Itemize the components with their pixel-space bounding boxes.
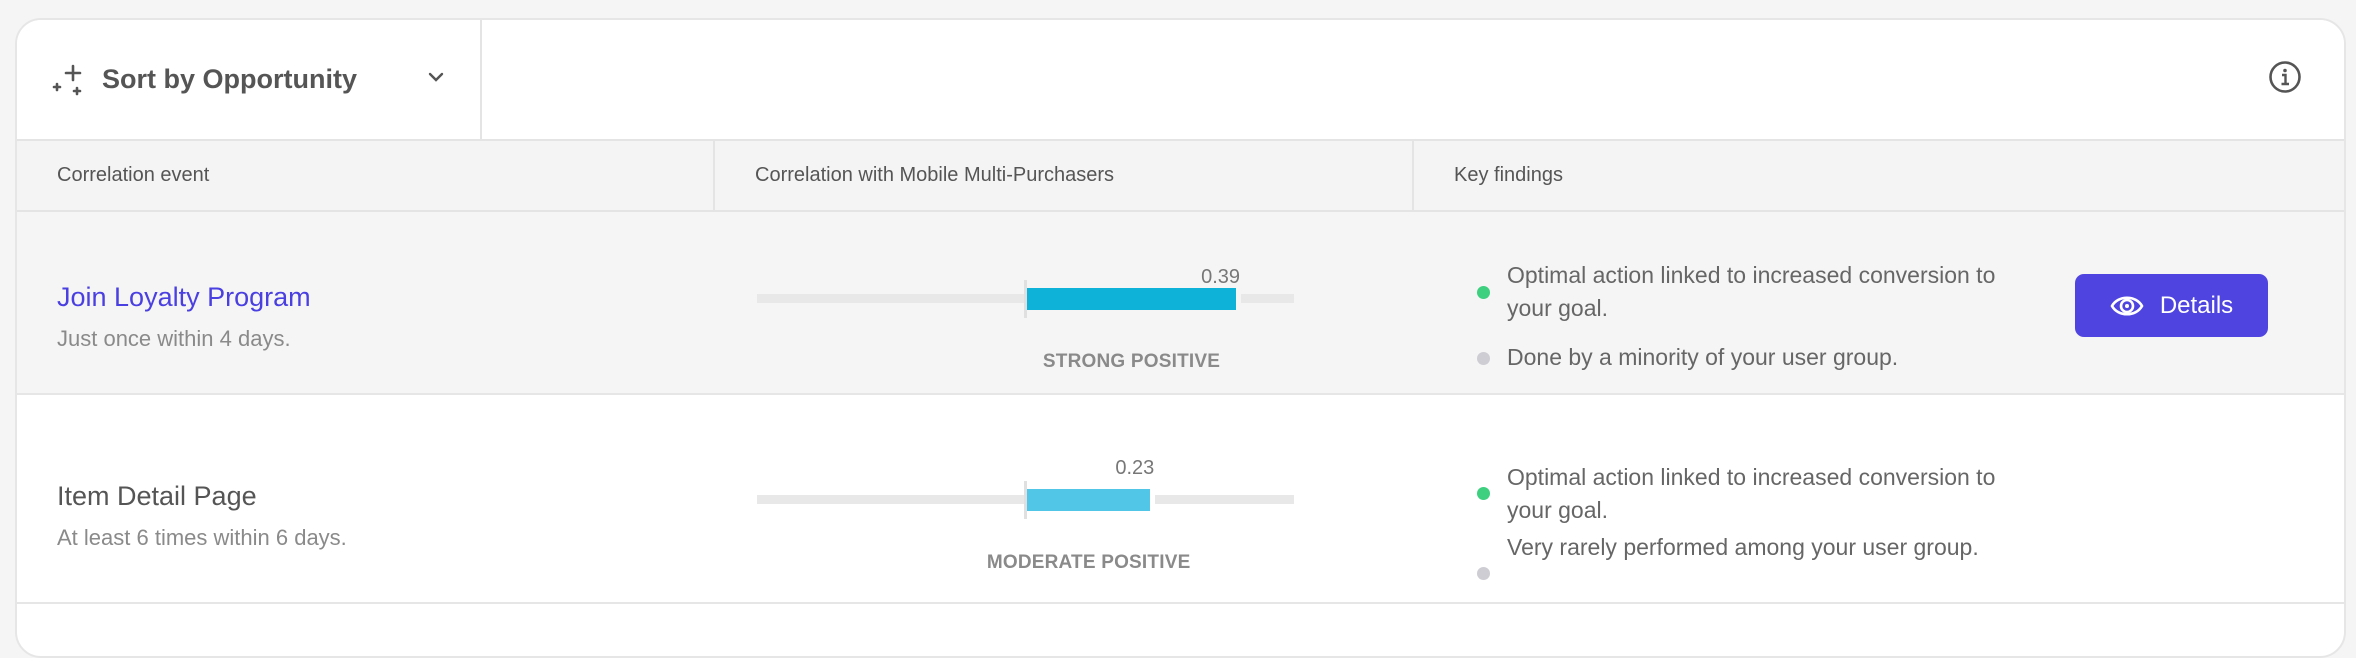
chevron-down-icon[interactable] (427, 70, 445, 84)
sparkle-icon (52, 64, 82, 95)
eye-icon (2110, 295, 2144, 316)
header-correlation: Correlation with Mobile Multi-Purchasers (755, 164, 1115, 186)
header-correlation-event: Correlation event (57, 164, 210, 186)
details-button[interactable]: Details (2075, 274, 2268, 337)
event-subtitle: At least 6 times within 6 days. (57, 525, 347, 550)
header-key-findings: Key findings (1454, 164, 1563, 186)
correlation-bar (1027, 288, 1242, 310)
event-title-link[interactable]: Join Loyalty Program (57, 282, 311, 312)
info-icon[interactable] (2268, 60, 2302, 94)
column-divider (1412, 141, 1414, 210)
neutral-dot-icon (1477, 352, 1490, 365)
details-label: Details (2159, 291, 2234, 319)
column-divider (713, 141, 715, 210)
table-header: Correlation event Correlation with Mobil… (17, 141, 2344, 212)
finding-text: Done by a minority of your user group. (1507, 344, 1899, 370)
sort-dropdown[interactable]: Sort by Opportunity (17, 20, 482, 139)
zero-tick (1024, 280, 1027, 318)
positive-dot-icon (1477, 487, 1490, 500)
correlation-value: 0.23 (1115, 457, 1155, 479)
correlation-card: Sort by Opportunity Correlation event Co… (15, 18, 2346, 658)
sort-label: Sort by Opportunity (102, 64, 357, 94)
correlation-bar (1027, 489, 1156, 511)
event-subtitle: Just once within 4 days. (57, 326, 291, 351)
toolbar: Sort by Opportunity (17, 20, 2344, 141)
finding-text: Optimal action linked to increased conve… (1507, 464, 1996, 523)
correlation-strength: STRONG POSITIVE (1042, 351, 1221, 372)
correlation-strength: MODERATE POSITIVE (986, 552, 1191, 573)
positive-dot-icon (1477, 286, 1490, 299)
event-title[interactable]: Item Detail Page (57, 481, 257, 511)
finding-text: Optimal action linked to increased conve… (1507, 262, 1996, 321)
zero-tick (1024, 481, 1027, 519)
neutral-dot-icon (1477, 567, 1490, 580)
finding-text: Very rarely performed among your user gr… (1507, 534, 1979, 560)
correlation-value: 0.39 (1201, 266, 1241, 288)
table-row[interactable]: Item Detail Page At least 6 times within… (17, 395, 2344, 604)
table-row[interactable]: Join Loyalty Program Just once within 4 … (17, 212, 2344, 395)
